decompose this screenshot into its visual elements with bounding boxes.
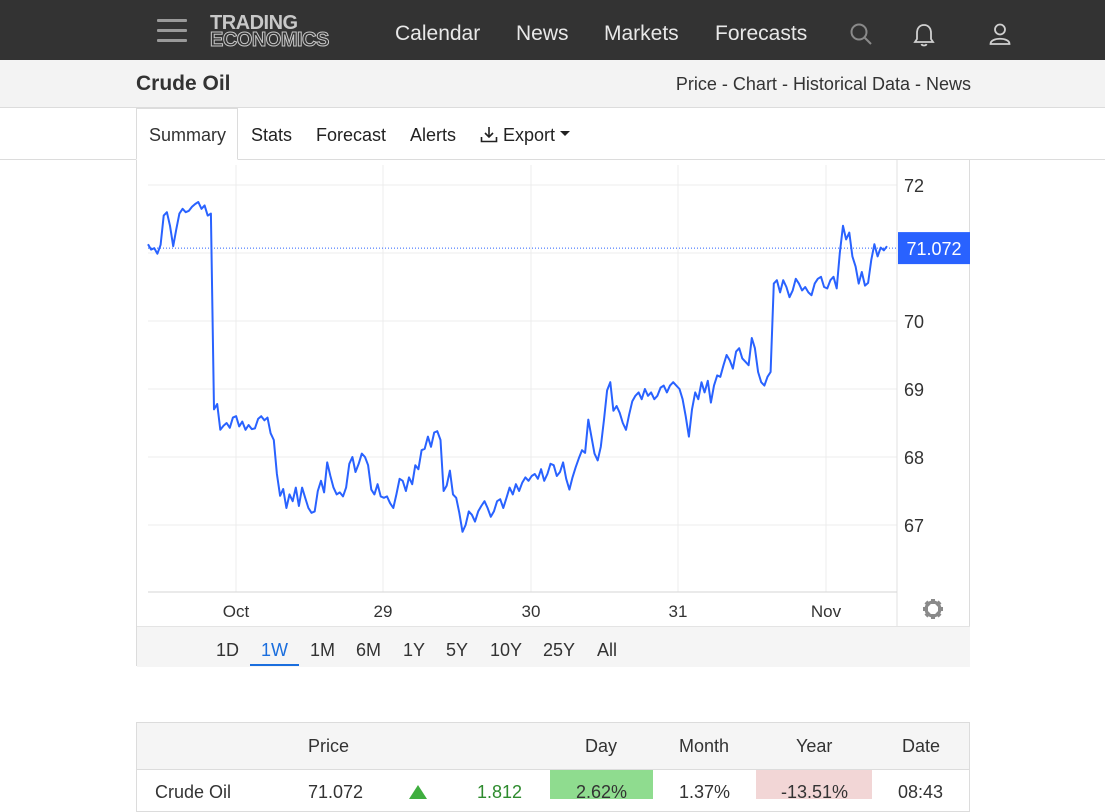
table-header [137,723,969,770]
nav-calendar[interactable]: Calendar [395,22,481,45]
user-icon[interactable] [988,22,1012,46]
separator: - [716,74,733,94]
tab-summary[interactable]: Summary [149,125,227,145]
range-10y[interactable]: 10Y [490,640,523,660]
range-1y[interactable]: 1Y [403,640,426,660]
range-1d[interactable]: 1D [216,640,240,660]
y-tick-label: 67 [904,516,924,536]
price-chart[interactable]: 67 68 69 70 72 Oct 29 30 31 Nov 71.072 [137,160,970,626]
y-tick-label: 72 [904,176,924,196]
day-change-cell [550,770,653,799]
nav-forecasts[interactable]: Forecasts [715,22,808,45]
subheader [0,60,1105,108]
tab-summary-frame [136,108,238,160]
year-change-cell [756,770,872,799]
col-month: Month [679,736,730,756]
col-year: Year [796,736,833,756]
x-tick-label: Oct [223,602,250,621]
active-range-underline [250,664,299,666]
range-all[interactable]: All [597,640,618,660]
logo-line-1: TRADING [210,12,298,34]
nav-news[interactable]: News [516,22,569,45]
download-icon [480,127,498,143]
link-historical-data[interactable]: Historical Data [792,74,910,94]
row-day: 2.62% [576,782,628,802]
col-day: Day [585,736,618,756]
search-icon[interactable] [849,22,873,46]
x-tick-label: Nov [811,602,842,621]
site-logo[interactable]: TRADING ECONOMICS [210,12,330,51]
range-1w[interactable]: 1W [261,640,288,660]
bell-icon[interactable] [912,22,936,48]
row-name[interactable]: Crude Oil [155,782,232,802]
sub-links: Price - Chart - Historical Data - News [676,74,971,95]
up-arrow-icon [409,785,427,799]
col-date: Date [902,736,941,756]
row-date: 08:43 [898,782,944,802]
link-price[interactable]: Price [675,74,717,94]
current-price-badge [898,232,970,265]
tab-stats[interactable]: Stats [251,125,293,145]
current-price-label: 71.072 [906,239,961,259]
range-5y[interactable]: 5Y [446,640,469,660]
y-tick-label: 70 [904,312,924,332]
separator: - [776,74,793,94]
menu-icon[interactable] [157,19,187,43]
y-tick-label: 68 [904,448,924,468]
price-line [147,201,888,533]
chart-container [136,150,970,666]
col-price: Price [308,736,350,756]
nav-markets[interactable]: Markets [604,22,679,45]
separator: - [909,74,926,94]
export-button[interactable]: Export [480,125,571,146]
row-year: -13.51% [781,782,849,802]
x-tick-label: 31 [669,602,688,621]
x-tick-label: 30 [522,602,541,621]
row-price: 71.072 [308,782,364,802]
link-news[interactable]: News [925,74,971,94]
export-label: Export [503,125,556,145]
link-chart[interactable]: Chart [732,74,777,94]
row-change: 1.812 [477,782,523,802]
tab-forecast[interactable]: Forecast [316,125,387,145]
caret-down-icon [560,131,571,136]
tab-alerts[interactable]: Alerts [410,125,457,145]
logo-line-2: ECONOMICS [210,29,330,51]
settings-gear-icon[interactable] [923,599,943,619]
range-1m[interactable]: 1M [310,640,336,660]
page-title: Crude Oil [136,72,231,95]
range-6m[interactable]: 6M [356,640,382,660]
row-month: 1.37% [679,782,731,802]
range-25y[interactable]: 25Y [543,640,576,660]
y-tick-label: 69 [904,380,924,400]
x-tick-label: 29 [374,602,393,621]
time-range-bar [137,626,970,667]
